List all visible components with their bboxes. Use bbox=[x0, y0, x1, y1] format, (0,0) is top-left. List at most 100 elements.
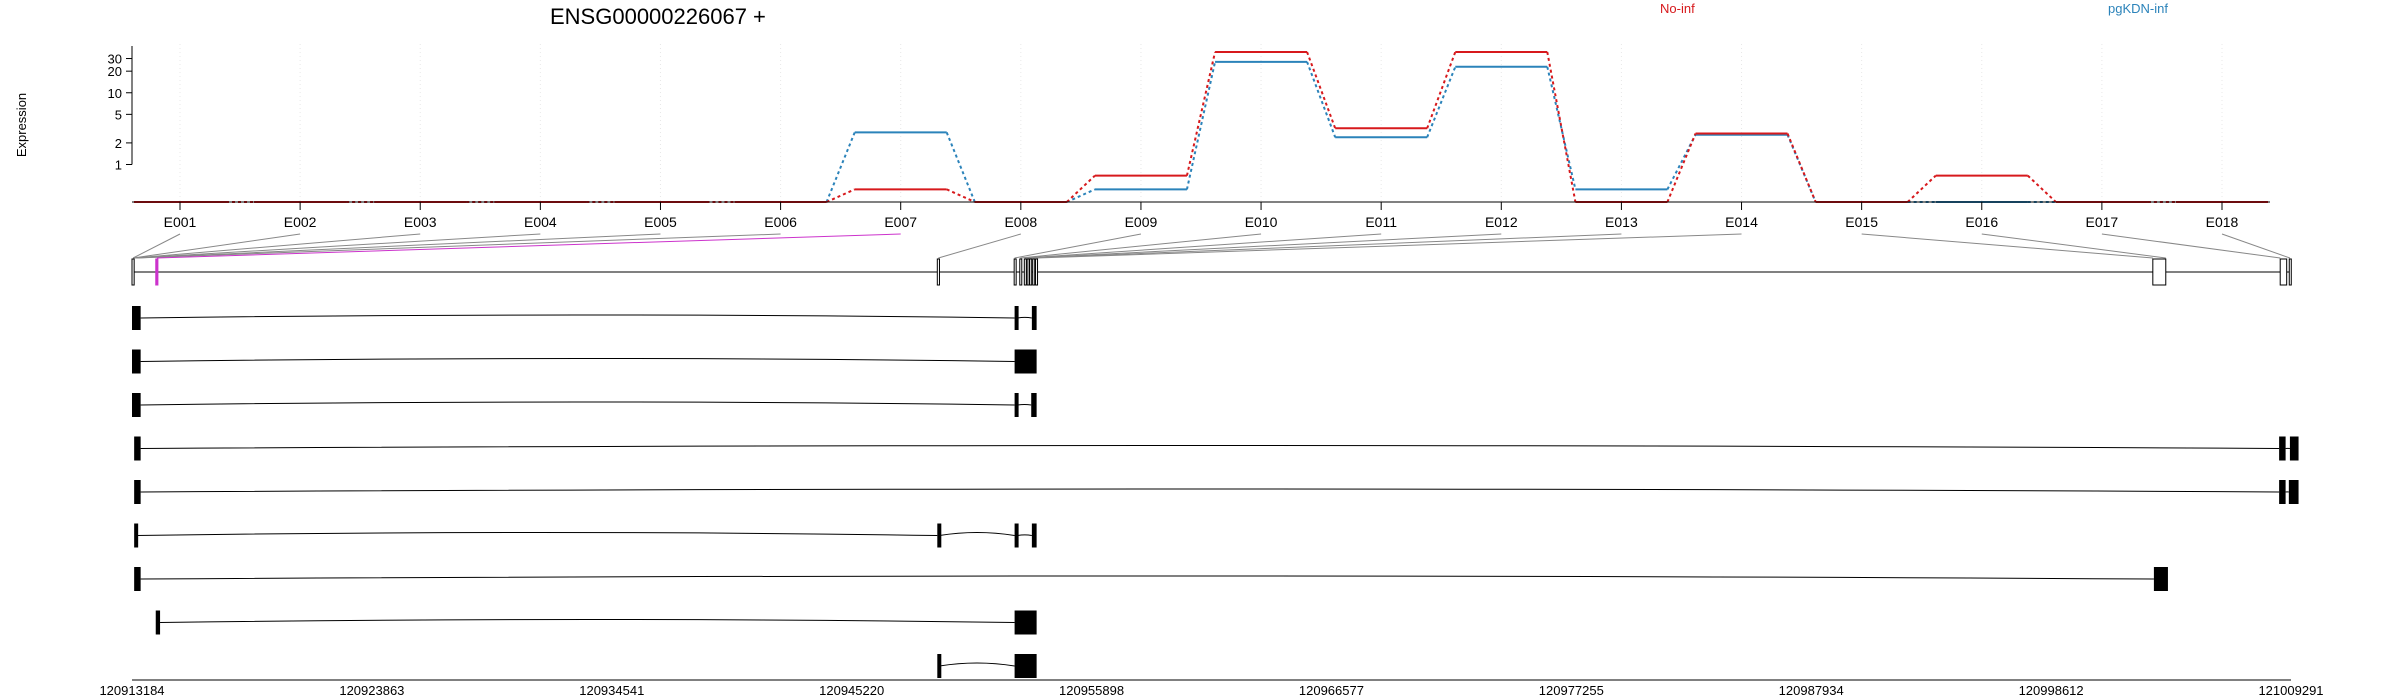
gene-model-exon bbox=[155, 258, 159, 286]
exon-label: E011 bbox=[1365, 214, 1397, 230]
transcript-exon bbox=[155, 610, 161, 635]
exon-connector bbox=[938, 233, 1021, 259]
exon-label: E006 bbox=[764, 214, 797, 230]
transcript bbox=[134, 567, 2168, 591]
series-no-inf bbox=[134, 51, 2268, 203]
genomic-tick-label: 120977255 bbox=[1539, 683, 1604, 698]
series-connector bbox=[2027, 174, 2057, 203]
series-connector bbox=[946, 188, 976, 203]
legend-pgkdn-inf: pgKDN-inf bbox=[2108, 1, 2168, 16]
exon-connectors bbox=[132, 233, 2291, 259]
gene-model-exon bbox=[1035, 258, 1039, 286]
transcript-exon bbox=[132, 349, 141, 374]
chart-title: ENSG00000226067 + bbox=[550, 4, 766, 29]
exon-label: E003 bbox=[404, 214, 437, 230]
transcript-exon bbox=[1014, 654, 1037, 678]
series-connector bbox=[1306, 61, 1337, 138]
exon-label: E010 bbox=[1245, 214, 1278, 230]
transcript-exon bbox=[937, 654, 942, 678]
exon-label: E004 bbox=[524, 214, 557, 230]
transcript-exon bbox=[2279, 480, 2286, 504]
plot-series bbox=[134, 51, 2268, 203]
gene-model-exon bbox=[1032, 258, 1036, 286]
transcript-intron bbox=[140, 314, 1015, 319]
transcript-exon bbox=[2153, 567, 2168, 591]
gene-model-exon bbox=[2152, 258, 2167, 286]
exon-connector bbox=[134, 233, 421, 259]
gene-model-exon bbox=[1019, 258, 1023, 286]
series-connector bbox=[1066, 188, 1096, 203]
y-tick-label: 30 bbox=[108, 52, 122, 67]
exon-connector bbox=[1981, 233, 2166, 259]
transcript-exon bbox=[132, 306, 141, 330]
exon-connector bbox=[136, 233, 781, 259]
transcript-exon bbox=[2279, 436, 2286, 461]
series-connector bbox=[1906, 174, 1937, 203]
gene-model-exon bbox=[1023, 258, 1027, 286]
transcript-intron bbox=[1017, 534, 1032, 536]
transcript-exon bbox=[1014, 393, 1019, 417]
exon-label: E012 bbox=[1485, 214, 1518, 230]
gene-model bbox=[131, 258, 2292, 286]
exon-label: E018 bbox=[2206, 214, 2239, 230]
transcript-exon bbox=[2289, 436, 2299, 461]
genomic-tick-label: 120998612 bbox=[2019, 683, 2084, 698]
genomic-tick-label: 120987934 bbox=[1779, 683, 1844, 698]
series-connector bbox=[1666, 133, 1697, 203]
transcript bbox=[134, 480, 2299, 504]
series-pgkdn-inf bbox=[134, 60, 2268, 203]
transcript-intron bbox=[160, 619, 1015, 623]
transcript bbox=[134, 436, 2299, 461]
transcript-intron bbox=[939, 532, 1015, 536]
transcript-exon bbox=[1014, 306, 1019, 330]
genomic-tick-label: 120945220 bbox=[819, 683, 884, 698]
series-connector bbox=[1786, 133, 1817, 203]
transcript bbox=[132, 393, 1037, 417]
exon-connector bbox=[1036, 233, 1742, 259]
legend-no-inf: No-inf bbox=[1660, 1, 1695, 16]
exon-connector bbox=[135, 233, 541, 259]
y-tick-label: 5 bbox=[115, 107, 122, 122]
series-connector bbox=[1546, 66, 1577, 190]
genomic-tick-label: 120955898 bbox=[1059, 683, 1124, 698]
transcript-exon bbox=[134, 436, 141, 461]
series-connector bbox=[1546, 51, 1577, 203]
y-tick-label: 20 bbox=[108, 64, 122, 79]
series-connector bbox=[1426, 66, 1457, 138]
series-connector bbox=[825, 132, 856, 203]
y-tick-label: 10 bbox=[108, 86, 122, 101]
gene-model-exon bbox=[2279, 258, 2288, 286]
gene-model-exon bbox=[1013, 258, 1017, 286]
exon-connector bbox=[156, 233, 901, 259]
genomic-tick-label: 120966577 bbox=[1299, 683, 1364, 698]
series-connector bbox=[1306, 51, 1337, 129]
exon-connector bbox=[1027, 233, 1502, 259]
transcript-intron bbox=[136, 532, 938, 536]
exon-connector bbox=[1030, 233, 1622, 259]
genomic-tick-label: 121009291 bbox=[2258, 683, 2323, 698]
genomic-axis: 120913184 120923863 120934541 120945220 1209… bbox=[99, 679, 2324, 698]
transcript-exon bbox=[1014, 610, 1037, 635]
exon-label: E015 bbox=[1845, 214, 1878, 230]
y-tick-label: 1 bbox=[115, 157, 122, 172]
exon-label: E001 bbox=[164, 214, 197, 230]
genomic-tick-label: 120923863 bbox=[339, 683, 404, 698]
transcript-intron bbox=[140, 401, 1015, 406]
transcript bbox=[937, 654, 1037, 678]
transcript bbox=[155, 610, 1037, 635]
transcript-exon bbox=[937, 523, 942, 548]
transcript-intron bbox=[140, 488, 2280, 493]
exon-label: E007 bbox=[884, 214, 917, 230]
series-connector bbox=[1066, 174, 1096, 203]
exon-connector bbox=[132, 233, 181, 259]
exon-connector bbox=[1024, 233, 1382, 259]
series-connector bbox=[1185, 61, 1217, 190]
transcript-intron bbox=[140, 358, 1015, 362]
genomic-tick-label: 120934541 bbox=[579, 683, 644, 698]
exon-axis: E001 E002 E003 E004 E005 E006 E007 E008 E009 E010… bbox=[132, 201, 2270, 230]
series-connector bbox=[826, 188, 856, 203]
exon-label: E016 bbox=[1965, 214, 1998, 230]
gene-model-exon bbox=[2288, 258, 2292, 286]
transcript-intron bbox=[1017, 403, 1032, 406]
